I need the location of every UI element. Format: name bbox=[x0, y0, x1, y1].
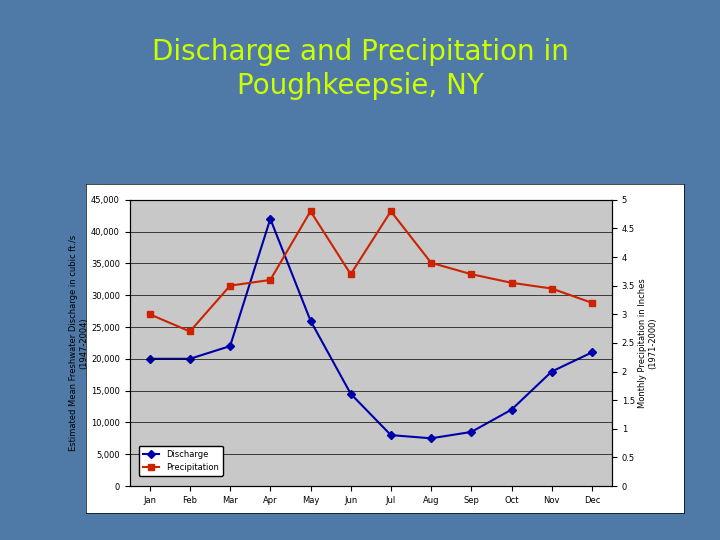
Y-axis label: Monthly Precipitation in Inches
(1971-2000): Monthly Precipitation in Inches (1971-20… bbox=[638, 278, 657, 408]
Text: Discharge and Precipitation in
Poughkeepsie, NY: Discharge and Precipitation in Poughkeep… bbox=[152, 38, 568, 100]
Legend: Discharge, Precipitation: Discharge, Precipitation bbox=[138, 446, 223, 476]
Y-axis label: Estimated Mean Freshwater Discharge in cubic ft./s
(1947-2004): Estimated Mean Freshwater Discharge in c… bbox=[68, 235, 88, 451]
